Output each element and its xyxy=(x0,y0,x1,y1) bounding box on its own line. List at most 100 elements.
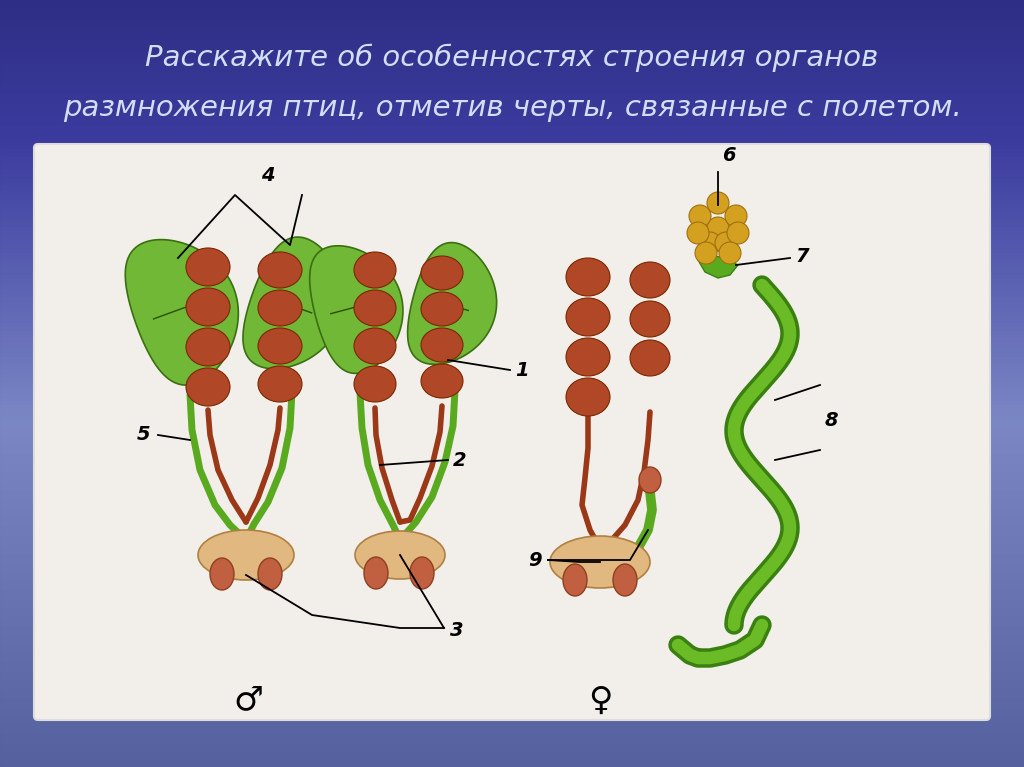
Bar xyxy=(0,289,1024,290)
Bar xyxy=(0,669,1024,670)
Bar xyxy=(0,46,1024,47)
Bar xyxy=(0,247,1024,248)
Bar xyxy=(0,750,1024,751)
Bar xyxy=(0,597,1024,598)
Bar xyxy=(0,361,1024,362)
Bar xyxy=(0,469,1024,470)
Bar xyxy=(0,504,1024,505)
Bar xyxy=(0,754,1024,755)
Bar xyxy=(0,20,1024,21)
Bar xyxy=(0,132,1024,133)
Text: 6: 6 xyxy=(722,146,735,165)
Bar xyxy=(0,345,1024,346)
Ellipse shape xyxy=(695,242,717,264)
Ellipse shape xyxy=(639,467,662,493)
Ellipse shape xyxy=(186,328,230,366)
Bar xyxy=(0,641,1024,642)
Bar xyxy=(0,337,1024,338)
Bar xyxy=(0,338,1024,339)
Text: 7: 7 xyxy=(795,248,809,266)
Bar xyxy=(0,475,1024,476)
Bar xyxy=(0,560,1024,561)
Bar xyxy=(0,139,1024,140)
Bar xyxy=(0,605,1024,606)
Ellipse shape xyxy=(687,222,709,244)
Bar xyxy=(0,199,1024,200)
Bar xyxy=(0,149,1024,150)
Bar xyxy=(0,216,1024,217)
Bar xyxy=(0,683,1024,684)
Bar xyxy=(0,583,1024,584)
Text: 8: 8 xyxy=(825,410,839,430)
Bar xyxy=(0,494,1024,495)
Bar xyxy=(0,533,1024,534)
Bar xyxy=(0,652,1024,653)
Bar xyxy=(0,602,1024,603)
Bar xyxy=(0,409,1024,410)
Bar xyxy=(0,552,1024,553)
Bar xyxy=(0,212,1024,213)
Bar xyxy=(0,439,1024,440)
Bar xyxy=(0,319,1024,320)
Bar xyxy=(0,197,1024,198)
Bar xyxy=(0,328,1024,329)
Bar xyxy=(0,618,1024,619)
Bar xyxy=(0,666,1024,667)
Text: 2: 2 xyxy=(453,450,467,469)
Bar xyxy=(0,606,1024,607)
Bar xyxy=(0,283,1024,284)
Bar xyxy=(0,277,1024,278)
Bar xyxy=(0,466,1024,467)
Bar xyxy=(0,479,1024,480)
Bar xyxy=(0,269,1024,270)
Bar xyxy=(0,280,1024,281)
Bar xyxy=(0,612,1024,613)
Bar xyxy=(0,307,1024,308)
Bar xyxy=(0,40,1024,41)
Bar xyxy=(0,245,1024,246)
Bar xyxy=(0,744,1024,745)
Bar xyxy=(0,450,1024,451)
Bar xyxy=(0,360,1024,361)
Ellipse shape xyxy=(258,328,302,364)
Bar xyxy=(0,415,1024,416)
Bar xyxy=(0,703,1024,704)
Bar xyxy=(0,694,1024,695)
Ellipse shape xyxy=(630,340,670,376)
Bar xyxy=(0,29,1024,30)
Bar xyxy=(0,430,1024,431)
Bar xyxy=(0,196,1024,197)
Bar xyxy=(0,505,1024,506)
Bar xyxy=(0,481,1024,482)
Bar xyxy=(0,406,1024,407)
Bar xyxy=(0,651,1024,652)
Bar xyxy=(0,169,1024,170)
Bar xyxy=(0,1,1024,2)
Bar xyxy=(0,155,1024,156)
Bar xyxy=(0,490,1024,491)
Bar xyxy=(0,478,1024,479)
Bar xyxy=(0,24,1024,25)
Bar xyxy=(0,755,1024,756)
Bar xyxy=(0,146,1024,147)
Bar xyxy=(0,576,1024,577)
Bar xyxy=(0,457,1024,458)
Bar xyxy=(0,202,1024,203)
Bar xyxy=(0,375,1024,376)
Bar xyxy=(0,153,1024,154)
Bar xyxy=(0,712,1024,713)
Bar xyxy=(0,36,1024,37)
Bar xyxy=(0,383,1024,384)
Bar xyxy=(0,676,1024,677)
Bar xyxy=(0,10,1024,11)
Bar xyxy=(0,154,1024,155)
Bar xyxy=(0,455,1024,456)
Bar xyxy=(0,225,1024,226)
Bar xyxy=(0,590,1024,591)
Bar xyxy=(0,674,1024,675)
Bar xyxy=(0,35,1024,36)
Bar xyxy=(0,135,1024,136)
Bar xyxy=(0,536,1024,537)
Bar xyxy=(0,414,1024,415)
Bar xyxy=(0,637,1024,638)
